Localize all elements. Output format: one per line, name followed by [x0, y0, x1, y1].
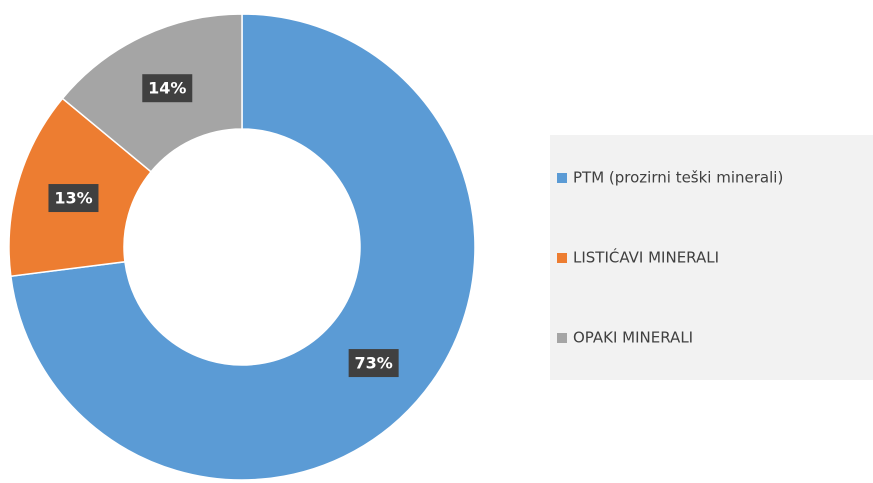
legend-box	[550, 135, 873, 380]
data-label: 73%	[354, 354, 392, 373]
legend-label: LISTIĆAVI MINERALI	[573, 248, 719, 267]
data-label: 14%	[148, 79, 186, 98]
legend-swatch	[557, 173, 567, 183]
data-label-box	[48, 184, 99, 213]
legend-swatch	[557, 253, 567, 263]
legend-swatch	[557, 333, 567, 343]
data-label: 13%	[54, 189, 92, 208]
data-label-box	[142, 74, 193, 103]
legend-label: PTM (prozirni teški minerali)	[573, 169, 783, 187]
legend-label: OPAKI MINERALI	[573, 329, 693, 347]
data-label-box	[348, 349, 399, 378]
